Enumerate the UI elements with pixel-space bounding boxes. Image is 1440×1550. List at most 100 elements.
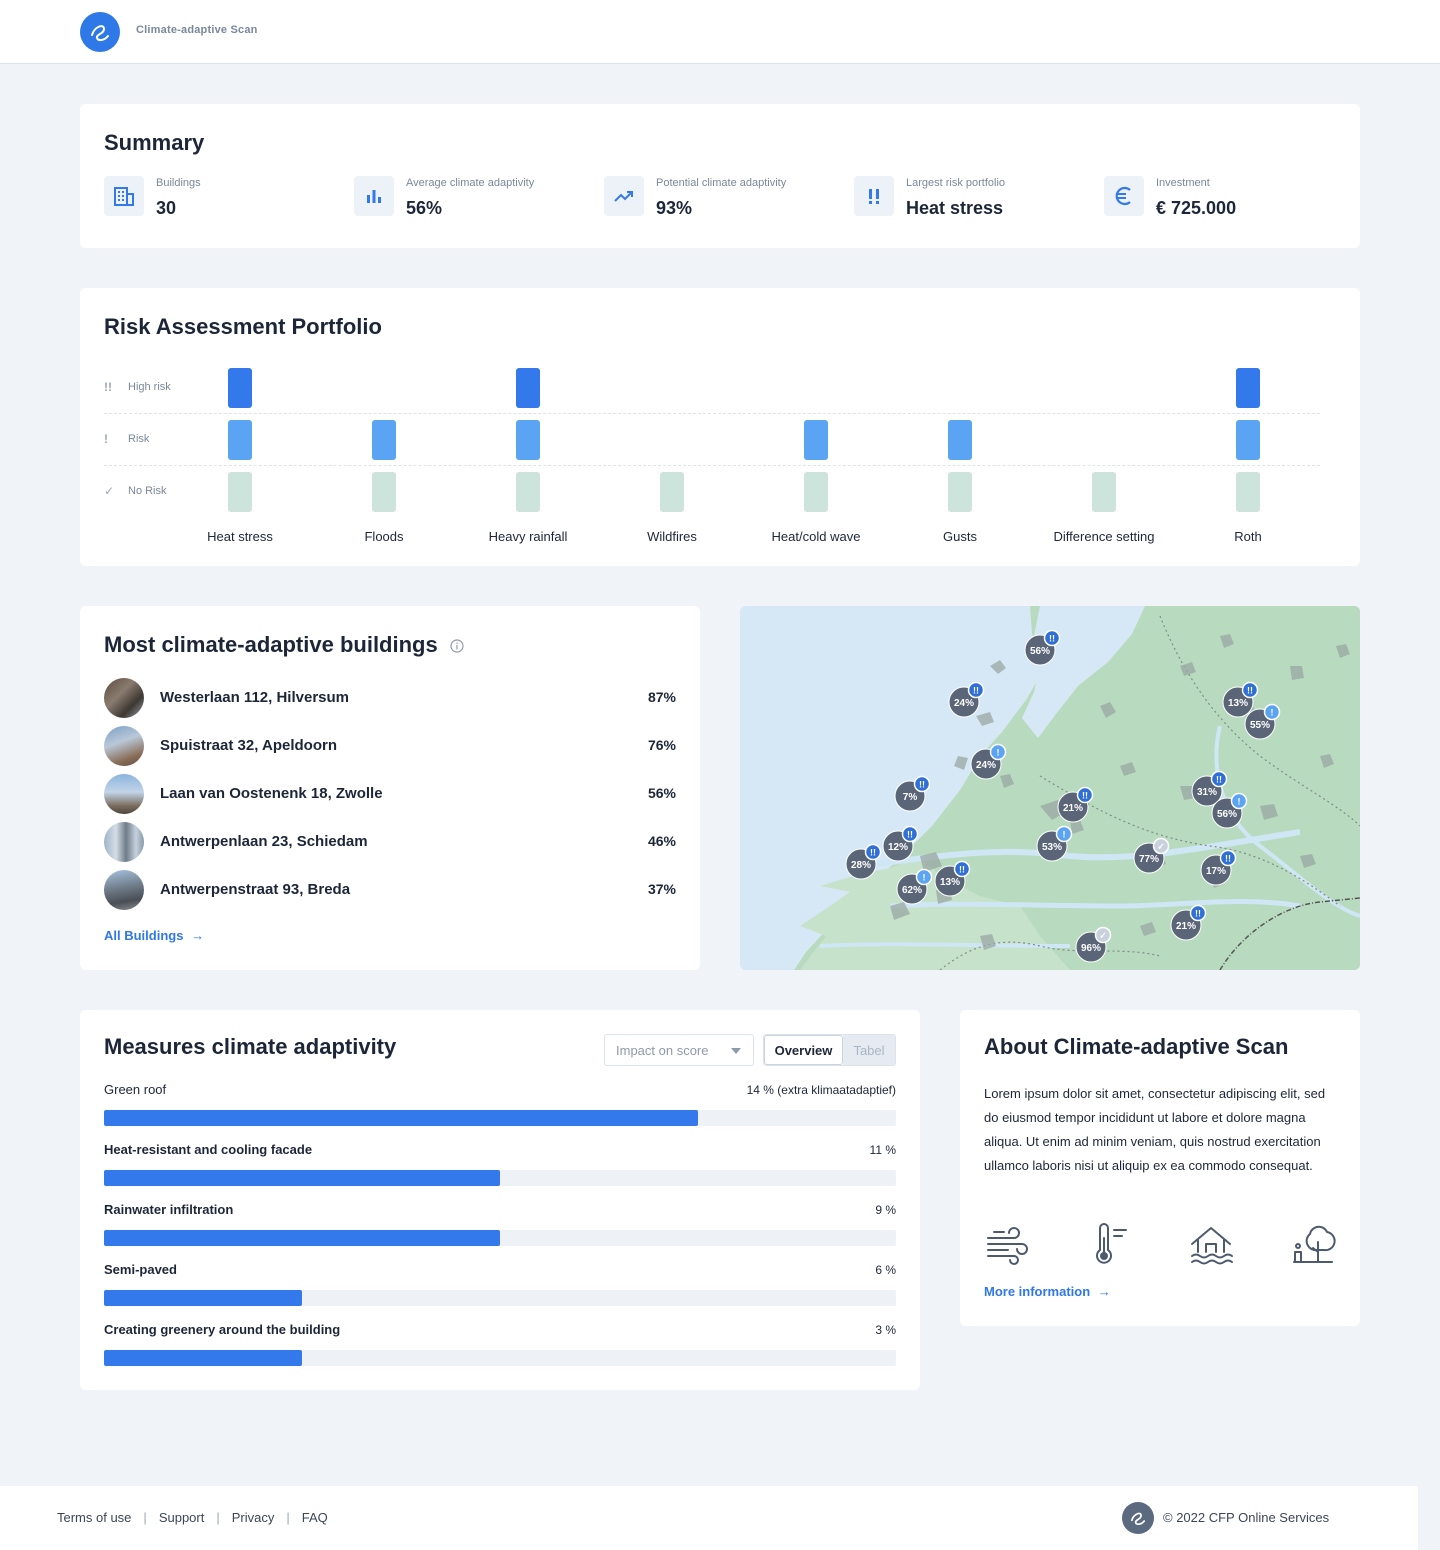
map-canvas[interactable]: 56%!!24%!!24%!7%!!21%!!12%!!28%!! 53%!62%… bbox=[740, 606, 1360, 970]
building-avatar bbox=[104, 726, 144, 766]
all-buildings-link[interactable]: All Buildings → bbox=[104, 928, 204, 943]
map-marker-label: 13% bbox=[940, 877, 960, 888]
alert-badge-icon bbox=[901, 825, 919, 843]
row-label-text: Risk bbox=[128, 433, 150, 445]
risk-bar-none[interactable] bbox=[948, 472, 972, 512]
marker-badge-glyph: ! bbox=[1063, 830, 1066, 840]
building-row[interactable]: Westerlaan 112, Hilversum 87% bbox=[104, 678, 676, 718]
alert-badge-icon bbox=[967, 681, 985, 699]
map-marker[interactable]: 96% ✓ bbox=[1075, 926, 1112, 963]
separator: | bbox=[286, 1510, 290, 1525]
measure-value: 14 % (extra klimaatadaptief) bbox=[746, 1083, 896, 1097]
risk-bar-none[interactable] bbox=[1236, 472, 1260, 512]
category-label: Roth bbox=[1234, 529, 1262, 544]
category-label: Heat stress bbox=[207, 529, 273, 544]
summary-label: Average climate adaptivity bbox=[406, 177, 535, 189]
all-buildings-label: All Buildings bbox=[104, 928, 184, 943]
map-marker[interactable]: 24%! bbox=[970, 743, 1007, 780]
map-marker[interactable]: 28%!! bbox=[845, 843, 882, 880]
info-icon[interactable] bbox=[450, 633, 464, 659]
map-marker[interactable]: 13%!! bbox=[934, 860, 971, 897]
map-panel[interactable]: 56%!! 24%!! 24%! 7%!! 21%!! 12%!! 28%!! 53%! 62%… bbox=[740, 606, 1360, 970]
risk-bar-none[interactable] bbox=[516, 472, 540, 512]
building-avatar bbox=[104, 870, 144, 910]
risk-bar-none[interactable] bbox=[228, 472, 252, 512]
risk-bar-high[interactable] bbox=[516, 368, 540, 408]
risk-bar-risk[interactable] bbox=[1236, 420, 1260, 460]
map-marker[interactable]: 7%!! bbox=[894, 775, 931, 812]
map-marker[interactable]: 77% ✓ bbox=[1133, 837, 1170, 874]
map-marker[interactable]: 53%! bbox=[1036, 825, 1073, 862]
measure-progress-fill bbox=[104, 1110, 698, 1126]
map-marker[interactable]: 56%! bbox=[1211, 792, 1248, 829]
map-marker-label: 77% bbox=[1139, 854, 1159, 865]
app-title: Climate-adaptive Scan bbox=[136, 24, 258, 36]
building-row[interactable]: Laan van Oostenenk 18, Zwolle 56% bbox=[104, 774, 676, 814]
marker-badge-glyph: ✓ bbox=[1157, 842, 1165, 852]
tree-icon bbox=[1290, 1222, 1336, 1268]
risk-bar-none[interactable] bbox=[804, 472, 828, 512]
risk-assessment-card: Risk Assessment Portfolio !! High risk !… bbox=[80, 288, 1360, 566]
risk-bar-risk[interactable] bbox=[804, 420, 828, 460]
map-marker[interactable]: 12%!! bbox=[882, 825, 919, 862]
measure-label: Semi-paved bbox=[104, 1262, 177, 1277]
more-information-link[interactable]: More information → bbox=[984, 1284, 1111, 1299]
footer: Terms of use | Support | Privacy | FAQ ©… bbox=[0, 1486, 1418, 1550]
risk-bar-risk[interactable] bbox=[372, 420, 396, 460]
building-row[interactable]: Spuistraat 32, Apeldoorn 76% bbox=[104, 726, 676, 766]
building-name: Laan van Oostenenk 18, Zwolle bbox=[160, 785, 383, 802]
thermometer-icon bbox=[1086, 1222, 1132, 1268]
map-marker[interactable]: 21%!! bbox=[1057, 786, 1094, 823]
map-marker[interactable]: 21%!! bbox=[1170, 904, 1207, 941]
measure-value: 11 % bbox=[869, 1143, 896, 1157]
map-marker[interactable]: 13%!! bbox=[1222, 681, 1259, 718]
measure-label: Heat-resistant and cooling facade bbox=[104, 1142, 313, 1157]
chevron-down-icon bbox=[731, 1048, 741, 1054]
risk-bar-risk[interactable] bbox=[228, 420, 252, 460]
building-row[interactable]: Antwerpenstraat 93, Breda 37% bbox=[104, 870, 676, 910]
building-name: Antwerpenstraat 93, Breda bbox=[160, 881, 351, 898]
tab-overview[interactable]: Overview bbox=[764, 1035, 843, 1065]
map-marker[interactable]: 55%! bbox=[1244, 703, 1281, 740]
map-marker-label: 24% bbox=[954, 698, 974, 709]
map-marker-label: 24% bbox=[976, 760, 996, 771]
terms-link[interactable]: Terms of use bbox=[57, 1510, 132, 1525]
risk-bar-risk[interactable] bbox=[948, 420, 972, 460]
map-marker[interactable]: 62%! bbox=[896, 868, 933, 905]
impact-dropdown[interactable]: Impact on score bbox=[604, 1034, 754, 1066]
map-marker[interactable]: 31%!! bbox=[1191, 770, 1228, 807]
measure-label: Rainwater infiltration bbox=[104, 1202, 234, 1217]
summary-value: 30 bbox=[156, 198, 177, 218]
map-marker-label: 62% bbox=[902, 885, 922, 896]
building-name: Spuistraat 32, Apeldoorn bbox=[160, 737, 337, 754]
check-badge-icon bbox=[1094, 926, 1112, 944]
measures-card: Measures climate adaptivity Impact on sc… bbox=[80, 1010, 920, 1390]
map-marker[interactable]: 56%!! bbox=[1024, 629, 1061, 666]
tab-tabel[interactable]: Tabel bbox=[843, 1035, 895, 1065]
measure-value: 3 % bbox=[875, 1323, 896, 1337]
risk-bar-none[interactable] bbox=[660, 472, 684, 512]
risk-bar-risk[interactable] bbox=[516, 420, 540, 460]
map-marker[interactable]: 17%!! bbox=[1200, 849, 1237, 886]
footer-links: Terms of use | Support | Privacy | FAQ bbox=[57, 1510, 328, 1525]
building-row[interactable]: Antwerpenlaan 23, Schiedam 46% bbox=[104, 822, 676, 862]
copyright: © 2022 CFP Online Services bbox=[1163, 1510, 1330, 1525]
map-marker-label: 31% bbox=[1197, 787, 1217, 798]
risk-bar-high[interactable] bbox=[1236, 368, 1260, 408]
summary-label: Buildings bbox=[156, 177, 201, 189]
support-link[interactable]: Support bbox=[158, 1510, 205, 1525]
summary-value: 56% bbox=[406, 198, 443, 218]
building-score: 37% bbox=[647, 881, 676, 897]
logo-icon[interactable] bbox=[80, 12, 120, 52]
risk-bar-none[interactable] bbox=[372, 472, 396, 512]
faq-link[interactable]: FAQ bbox=[301, 1510, 328, 1525]
risk-bar-none[interactable] bbox=[1092, 472, 1116, 512]
check-badge-icon bbox=[1152, 837, 1170, 855]
map-markers[interactable]: 56%!!24%!!24%!7%!!21%!!12%!!28%!! 53%!62%… bbox=[845, 629, 1281, 963]
map-marker[interactable]: 24%!! bbox=[948, 681, 985, 718]
privacy-link[interactable]: Privacy bbox=[231, 1510, 275, 1525]
building-avatar bbox=[104, 774, 144, 814]
risk-bar-high[interactable] bbox=[228, 368, 252, 408]
summary-label: Investment bbox=[1156, 177, 1210, 189]
building-avatar bbox=[104, 678, 144, 718]
